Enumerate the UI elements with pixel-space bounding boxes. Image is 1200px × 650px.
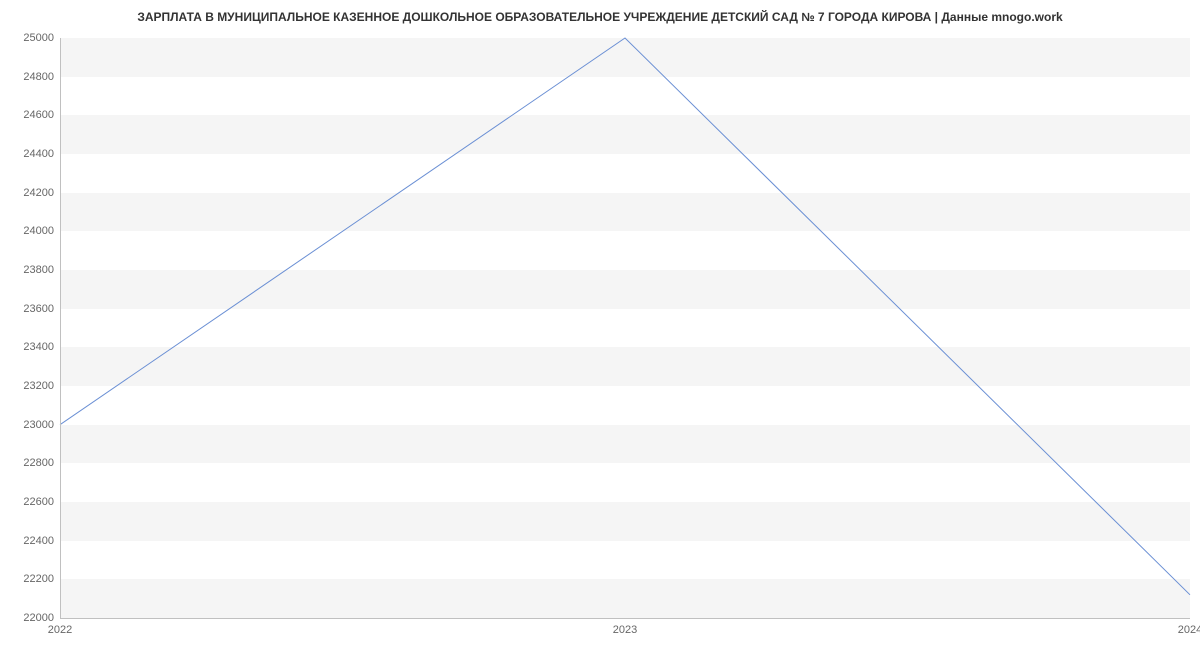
chart-container: ЗАРПЛАТА В МУНИЦИПАЛЬНОЕ КАЗЕННОЕ ДОШКОЛ… bbox=[0, 0, 1200, 650]
plot-area: 2200022200224002260022800230002320023400… bbox=[60, 38, 1190, 618]
y-tick-label: 22600 bbox=[23, 496, 60, 508]
x-tick-label: 2022 bbox=[48, 618, 72, 636]
line-layer bbox=[60, 38, 1190, 618]
y-tick-label: 24200 bbox=[23, 187, 60, 199]
y-tick-label: 23000 bbox=[23, 419, 60, 431]
y-tick-label: 24000 bbox=[23, 225, 60, 237]
y-tick-label: 23800 bbox=[23, 264, 60, 276]
y-tick-label: 24600 bbox=[23, 109, 60, 121]
y-tick-label: 22400 bbox=[23, 535, 60, 547]
x-axis-line bbox=[60, 618, 1190, 619]
x-tick-label: 2024 bbox=[1178, 618, 1200, 636]
y-axis-line bbox=[60, 38, 61, 618]
y-tick-label: 23200 bbox=[23, 380, 60, 392]
y-tick-label: 23400 bbox=[23, 341, 60, 353]
y-tick-label: 22800 bbox=[23, 457, 60, 469]
y-tick-label: 23600 bbox=[23, 303, 60, 315]
series-line-salary bbox=[60, 38, 1190, 595]
y-tick-label: 24400 bbox=[23, 148, 60, 160]
y-tick-label: 22200 bbox=[23, 573, 60, 585]
y-tick-label: 25000 bbox=[23, 32, 60, 44]
chart-title: ЗАРПЛАТА В МУНИЦИПАЛЬНОЕ КАЗЕННОЕ ДОШКОЛ… bbox=[0, 0, 1200, 30]
x-tick-label: 2023 bbox=[613, 618, 637, 636]
y-tick-label: 24800 bbox=[23, 71, 60, 83]
